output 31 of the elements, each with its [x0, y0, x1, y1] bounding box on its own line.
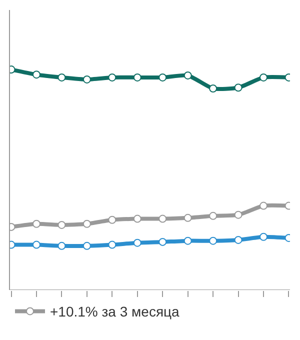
- point: [82, 220, 91, 228]
- point: [58, 73, 66, 82]
- point: [184, 236, 192, 245]
- point: [108, 216, 116, 224]
- point: [82, 75, 91, 84]
- point: [32, 70, 40, 79]
- point: [209, 212, 218, 220]
- point: [158, 73, 167, 82]
- point: [234, 210, 242, 219]
- point: [234, 236, 242, 244]
- point: [184, 214, 192, 222]
- point: [133, 214, 142, 223]
- point: [158, 214, 167, 223]
- point: [184, 71, 192, 80]
- point: [58, 220, 66, 229]
- point: [32, 220, 40, 228]
- legend-label: +10.1% за 3 месяца: [50, 304, 180, 320]
- point: [260, 232, 268, 241]
- point: [209, 236, 218, 245]
- point: [234, 84, 242, 92]
- point: [108, 73, 116, 82]
- point: [58, 242, 66, 250]
- point: [260, 202, 268, 210]
- point: [158, 238, 167, 246]
- point: [32, 240, 40, 249]
- point: [209, 84, 218, 92]
- point: [133, 238, 142, 247]
- point: [108, 240, 116, 249]
- point: [82, 242, 91, 250]
- point: [133, 73, 142, 82]
- point: [260, 73, 268, 82]
